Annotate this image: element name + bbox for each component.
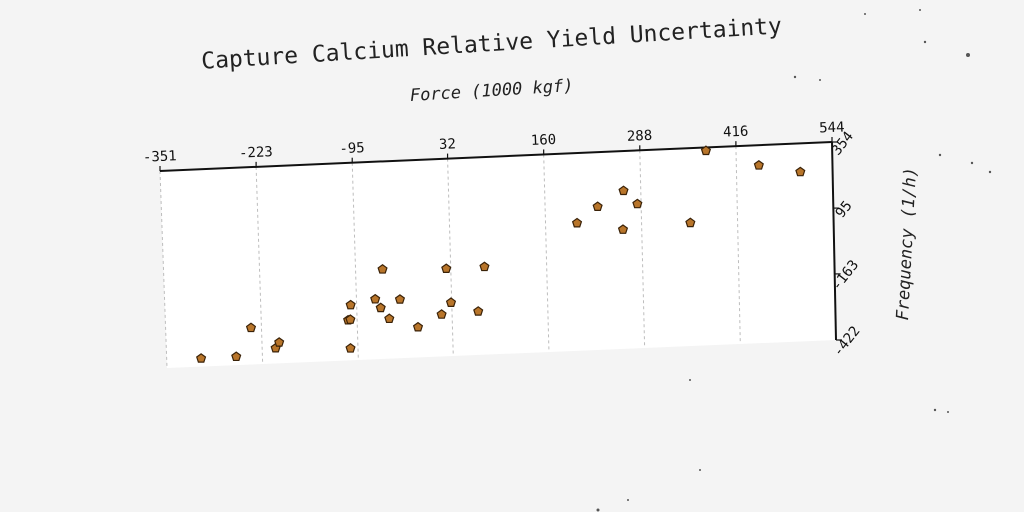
data-point (245, 322, 257, 333)
data-point (345, 343, 356, 353)
y-axis-line (831, 141, 837, 341)
x-gridline (255, 166, 264, 365)
data-point (618, 185, 629, 196)
x-gridline (351, 162, 359, 361)
x-tick-label: 544 (819, 119, 845, 136)
data-point (196, 353, 207, 363)
y-tick-label: 95 (833, 198, 856, 221)
x-gridline (543, 154, 550, 353)
data-point (436, 309, 447, 319)
y-axis-label: Frequency (1/h) (893, 167, 921, 321)
data-point (592, 201, 603, 211)
x-tick-label: 32 (439, 136, 457, 153)
data-point (345, 299, 356, 310)
data-point (473, 306, 484, 316)
x-tick-label: 160 (531, 132, 557, 149)
x-gridline (159, 170, 168, 369)
data-point (370, 293, 381, 304)
x-tick-label: -351 (143, 148, 177, 165)
data-point (617, 224, 629, 234)
data-point (377, 264, 388, 274)
background-specks (596, 9, 992, 512)
data-point (384, 313, 395, 324)
data-point (571, 217, 583, 228)
data-point (394, 294, 406, 304)
x-axis-label: Force (1000 kgf) (409, 76, 574, 106)
data-point (685, 217, 696, 228)
data-point (700, 145, 712, 156)
data-point (795, 166, 806, 177)
data-point (441, 263, 452, 274)
x-tick-label: -223 (239, 144, 273, 161)
data-point (231, 351, 242, 362)
data-point (753, 159, 764, 170)
x-axis-line (159, 141, 833, 172)
chart-title: Capture Calcium Relative Yield Uncertain… (201, 13, 783, 74)
x-tick-label: 288 (627, 128, 653, 145)
data-point (375, 302, 386, 313)
x-gridline (447, 158, 454, 357)
data-point (445, 297, 457, 307)
data-point (479, 261, 490, 272)
data-point (412, 321, 424, 332)
data-point (345, 314, 356, 324)
data-point (274, 337, 285, 347)
x-gridline (735, 146, 741, 345)
plot-background (160, 142, 836, 368)
data-point (632, 198, 643, 209)
x-tick-label: 416 (723, 124, 749, 141)
x-gridline (639, 150, 646, 349)
x-tick-label: -95 (339, 140, 365, 157)
